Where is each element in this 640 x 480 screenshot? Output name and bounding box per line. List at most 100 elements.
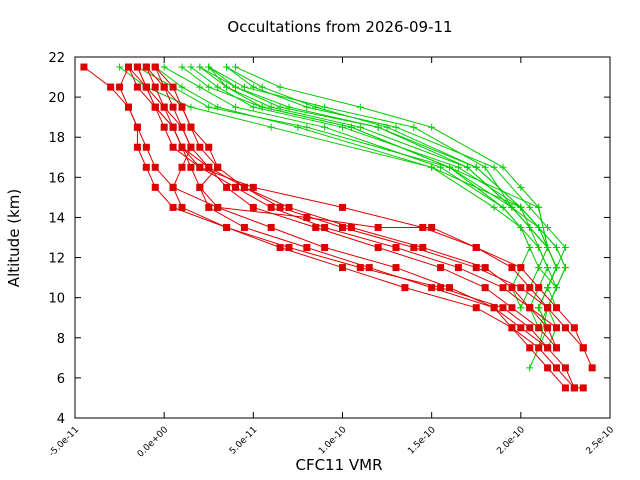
x-tick-label: 2.0e-10	[495, 425, 527, 457]
green-series-13	[223, 63, 569, 292]
green-point	[561, 264, 569, 272]
red-point	[125, 63, 132, 71]
green-point	[187, 103, 195, 111]
red-series-line	[154, 66, 548, 349]
red-point	[517, 264, 525, 272]
chart-title: Occultations from 2026-09-11	[227, 18, 452, 36]
red-point	[240, 183, 248, 191]
red-point	[240, 223, 248, 231]
red-series-9	[125, 63, 560, 332]
y-tick-label: 18	[48, 131, 65, 146]
red-point	[303, 213, 311, 221]
green-series-line	[208, 66, 558, 288]
red-point	[419, 244, 427, 252]
green-point	[214, 83, 222, 91]
green-point	[490, 203, 498, 211]
red-point	[169, 183, 177, 191]
red-point	[526, 284, 534, 292]
x-tick-label: 0.0e+00	[136, 425, 171, 460]
red-series-line	[154, 66, 575, 389]
red-point	[142, 83, 150, 91]
red-point	[526, 324, 534, 332]
red-point	[303, 244, 311, 252]
green-point	[276, 83, 284, 91]
red-point	[365, 264, 373, 272]
red-point	[526, 344, 534, 352]
green-point	[490, 163, 498, 171]
red-point	[339, 203, 346, 211]
red-point	[196, 143, 204, 151]
red-point	[142, 163, 150, 171]
red-point	[517, 324, 525, 332]
red-point	[267, 203, 275, 211]
green-point	[463, 163, 471, 171]
green-point	[499, 203, 507, 211]
red-point	[285, 244, 293, 252]
red-point	[223, 183, 231, 191]
green-point	[178, 63, 186, 71]
red-point	[508, 324, 516, 332]
red-point	[151, 183, 159, 191]
green-point	[437, 163, 445, 171]
red-point	[481, 264, 489, 272]
red-point	[178, 203, 186, 211]
green-point	[321, 123, 329, 131]
red-point	[187, 143, 195, 151]
red-point	[205, 163, 213, 171]
red-point	[535, 344, 543, 352]
red-point	[553, 304, 560, 312]
green-series-12	[205, 63, 560, 312]
red-series-line	[145, 66, 566, 389]
green-point	[544, 264, 552, 272]
red-point	[392, 244, 400, 252]
red-point	[553, 364, 560, 372]
red-series-2	[142, 63, 569, 392]
y-axis-label: Altitude (km)	[5, 189, 23, 287]
green-point	[205, 83, 213, 91]
green-point	[232, 103, 239, 111]
red-point	[347, 223, 355, 231]
red-point	[490, 304, 498, 312]
y-tick-label: 16	[48, 171, 65, 186]
x-axis-label: CFC11 VMR	[295, 456, 382, 474]
red-point	[508, 284, 516, 292]
red-point	[428, 284, 436, 292]
green-point	[410, 123, 418, 131]
green-point	[223, 83, 231, 91]
red-series-3	[151, 63, 578, 392]
green-point	[205, 103, 213, 111]
x-tick-label: 1.0e-10	[317, 425, 349, 457]
green-point	[160, 63, 168, 71]
red-point	[178, 143, 186, 151]
red-point	[499, 304, 507, 312]
green-point	[544, 223, 552, 231]
red-point	[249, 183, 257, 191]
green-point	[553, 264, 560, 272]
red-point	[133, 83, 141, 91]
green-series-line	[226, 66, 567, 288]
green-point	[553, 244, 560, 252]
green-point	[196, 83, 204, 91]
x-tick-label: 2.5e-10	[585, 425, 617, 457]
red-point	[267, 223, 275, 231]
green-series-5	[223, 63, 569, 292]
green-series-line	[235, 66, 558, 328]
red-series-line	[128, 66, 557, 329]
green-point	[428, 163, 436, 171]
red-point	[321, 244, 329, 252]
green-series-line	[226, 66, 566, 288]
green-point	[267, 123, 275, 131]
red-point	[142, 143, 150, 151]
green-series-line	[163, 66, 531, 308]
plot-frame	[74, 56, 611, 419]
green-point	[535, 264, 543, 272]
green-point	[240, 83, 248, 91]
red-point	[339, 264, 346, 272]
red-point	[428, 223, 436, 231]
y-tick-label: 12	[48, 252, 65, 267]
red-point	[151, 163, 159, 171]
red-point	[454, 264, 462, 272]
y-tick-label: 14	[48, 211, 65, 226]
green-series-10	[151, 63, 543, 312]
